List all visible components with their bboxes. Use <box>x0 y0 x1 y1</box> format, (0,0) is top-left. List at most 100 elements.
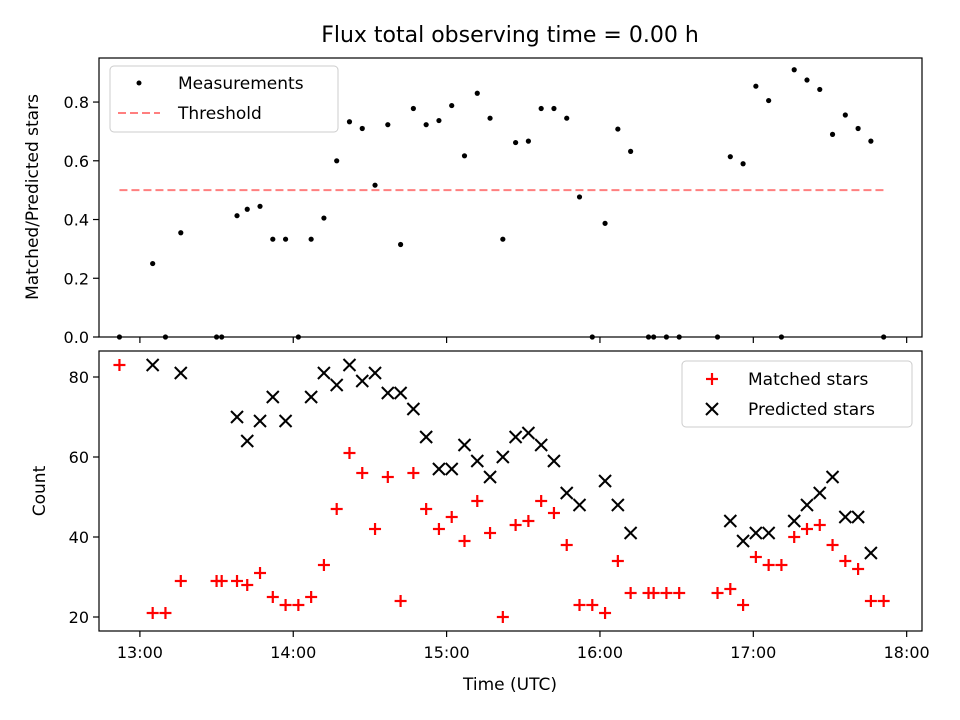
measurement-point <box>817 86 823 93</box>
matched-stars-point <box>611 555 624 567</box>
matched-stars-point <box>877 595 890 607</box>
predicted-stars-point <box>838 510 853 524</box>
matched-stars-point <box>420 503 433 515</box>
count-legend: Matched stars Predicted stars <box>681 360 913 428</box>
count-x-tick-label: 13:00 <box>117 643 163 662</box>
matched-stars-point <box>407 467 420 479</box>
predicted-stars-point <box>145 358 160 372</box>
measurement-point <box>525 138 531 144</box>
ratio-y-axis-label: Matched/Predicted stars <box>23 94 43 300</box>
matched-stars-point <box>445 511 458 523</box>
measurement-point <box>116 334 123 340</box>
predicted-stars-point <box>445 462 459 476</box>
predicted-stars-point <box>304 390 318 404</box>
ratio-y-tick-label: 0.2 <box>64 269 89 288</box>
legend-matched-marker <box>706 373 718 385</box>
chart-title: Flux total observing time = 0.00 h <box>321 23 699 48</box>
measurement-point <box>219 334 225 340</box>
ratio-y-tick-label: 0.8 <box>64 93 89 112</box>
ratio-panel-frame <box>98 57 923 338</box>
matched-stars-point <box>599 607 612 619</box>
matched-stars-point <box>471 495 484 507</box>
measurement-point <box>234 213 240 219</box>
matched-stars-point <box>330 503 343 515</box>
measurement-point <box>714 334 721 340</box>
count-x-tick-label: 18:00 <box>884 643 930 662</box>
predicted-stars-point <box>611 498 625 512</box>
predicted-stars-point <box>521 426 536 440</box>
predicted-stars-point <box>355 374 369 388</box>
matched-stars-point <box>279 599 292 611</box>
measurement-point <box>321 215 327 221</box>
predicted-stars-point <box>800 498 814 512</box>
matched-stars-point <box>749 551 762 563</box>
count-y-tick-label: 80 <box>69 368 89 387</box>
measurement-point <box>766 97 772 104</box>
matched-stars-point <box>356 467 369 479</box>
predicted-stars-point <box>278 414 293 428</box>
legend-measurements-marker <box>136 80 142 86</box>
measurement-point <box>334 158 340 164</box>
measurement-point <box>513 139 519 146</box>
matched-stars-point <box>647 587 660 599</box>
measurement-point <box>346 119 353 125</box>
predicted-stars-point <box>851 510 865 524</box>
matched-stars-point <box>711 587 724 599</box>
matched-stars-point <box>839 555 852 567</box>
measurement-point <box>538 105 544 112</box>
measurement-point <box>410 105 416 112</box>
matched-stars-point <box>231 575 244 587</box>
matched-stars-point <box>305 591 318 603</box>
matched-stars-point <box>254 567 267 579</box>
matched-stars-point <box>146 607 159 619</box>
measurement-point <box>282 236 289 242</box>
measurement-point <box>615 126 621 132</box>
measurement-point <box>753 83 759 89</box>
matched-stars-point <box>174 575 187 587</box>
matched-stars-point <box>241 579 254 591</box>
measurement-point <box>855 125 861 132</box>
matched-stars-point <box>496 611 509 623</box>
predicted-stars-point <box>598 474 612 488</box>
measurement-point <box>576 194 583 200</box>
measurement-point <box>881 334 887 340</box>
matched-stars-point <box>343 447 356 459</box>
measurement-point <box>397 241 404 248</box>
count-x-tick-label: 15:00 <box>424 643 470 662</box>
measurement-point <box>244 206 250 212</box>
predicted-stars-point <box>253 414 267 428</box>
predicted-stars-point <box>483 470 497 484</box>
matched-stars-point <box>432 523 445 535</box>
predicted-stars-point <box>381 386 395 400</box>
measurement-point <box>359 125 365 132</box>
count-x-axis-label: Time (UTC) <box>462 675 557 695</box>
matched-stars-point <box>266 591 279 603</box>
matched-stars-point <box>159 607 172 619</box>
measurement-point <box>474 90 480 96</box>
measurement-point <box>500 236 506 242</box>
matched-stars-point <box>864 595 877 607</box>
measurement-point <box>651 334 657 340</box>
measurement-point <box>663 334 670 340</box>
predicted-stars-point <box>508 430 523 444</box>
measurement-point <box>178 230 184 236</box>
ratio-legend-box <box>109 65 339 133</box>
predicted-stars-point <box>534 438 548 452</box>
ratio-legend: Measurements Threshold <box>109 65 339 133</box>
ratio-y-tick-label: 0.4 <box>64 211 89 230</box>
count-legend-box <box>681 360 913 428</box>
matched-stars-point <box>852 563 865 575</box>
predicted-stars-point <box>623 526 638 540</box>
ratio-y-tick-label: 0.0 <box>64 328 89 347</box>
count-x-ticks: 13:00 14:00 15:00 16:00 17:00 18:00 <box>117 631 930 662</box>
matched-stars-point <box>215 575 228 587</box>
matched-stars-point <box>800 523 813 535</box>
matched-stars-point <box>509 519 522 531</box>
predicted-stars-point <box>761 526 776 540</box>
predicted-stars-point <box>470 454 484 468</box>
matched-stars-point <box>624 587 637 599</box>
measurement-point <box>589 334 595 340</box>
predicted-stars-point <box>457 438 472 452</box>
measurement-point <box>602 220 608 226</box>
measurement-point <box>829 131 836 137</box>
